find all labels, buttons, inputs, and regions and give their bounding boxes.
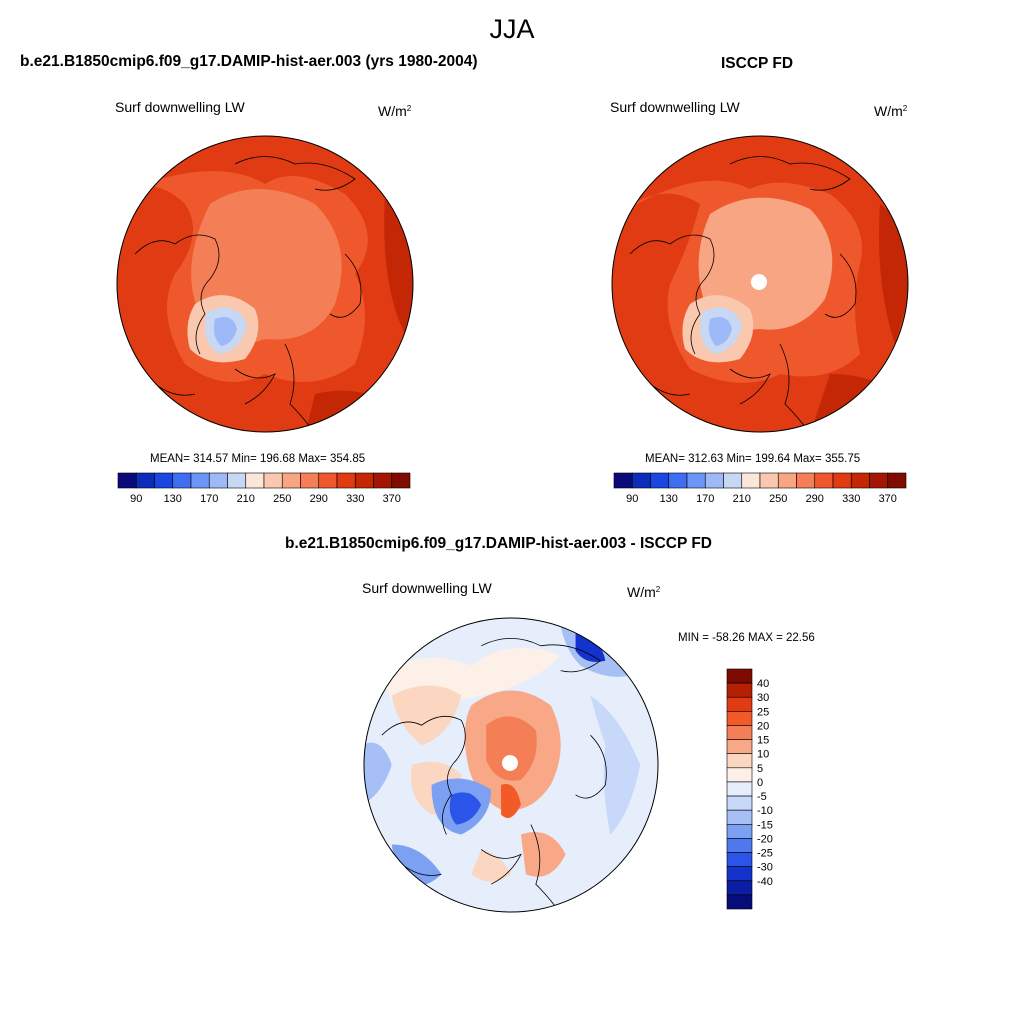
colorbar-box bbox=[723, 472, 743, 489]
colorbar-box bbox=[686, 472, 706, 489]
colorbar-tick-label: 30 bbox=[757, 692, 769, 704]
colorbar-tick-label: 15 bbox=[757, 735, 769, 747]
colorbar-box bbox=[726, 809, 753, 825]
colorbar-box bbox=[154, 472, 174, 489]
difference-polar-map bbox=[363, 617, 659, 913]
colorbar-tick-label: 330 bbox=[346, 493, 364, 505]
colorbar-box bbox=[613, 472, 633, 489]
colorbar-box bbox=[135, 472, 155, 489]
colorbar-box bbox=[869, 472, 889, 489]
colorbar-box bbox=[726, 696, 753, 712]
colorbar-tick-label: -25 bbox=[757, 848, 773, 860]
colorbar-tick-label: 130 bbox=[660, 493, 678, 505]
colorbar-box bbox=[227, 472, 247, 489]
colorbar-tick-label: 170 bbox=[696, 493, 714, 505]
colorbar-tick-label: 330 bbox=[842, 493, 860, 505]
diff-panel-units: W/m2 bbox=[627, 584, 661, 600]
colorbar-box bbox=[190, 472, 210, 489]
colorbar-tick-label: -10 bbox=[757, 805, 773, 817]
colorbar-box bbox=[726, 894, 753, 910]
colorbar-box bbox=[668, 472, 688, 489]
colorbar-box bbox=[726, 753, 753, 769]
colorbar-tick-label: 40 bbox=[757, 678, 769, 690]
panel-1-colorbar: 90 130 170 210 250 290 330 370 bbox=[117, 472, 411, 505]
colorbar-box bbox=[726, 823, 753, 839]
colorbar-tick-label: 25 bbox=[757, 706, 769, 718]
colorbar-tick-label: 0 bbox=[757, 777, 763, 789]
panel-2-title: ISCCP FD bbox=[721, 55, 794, 72]
colorbar-box bbox=[796, 472, 816, 489]
colorbar-tick-label: 90 bbox=[626, 493, 638, 505]
season-title: JJA bbox=[489, 14, 535, 44]
diff-panel-variable: Surf downwelling LW bbox=[362, 580, 492, 596]
colorbar-box bbox=[726, 795, 753, 811]
colorbar-box bbox=[726, 739, 753, 755]
colorbar-tick-label: 370 bbox=[383, 493, 401, 505]
obs-polar-map bbox=[611, 135, 909, 433]
colorbar-box bbox=[726, 725, 753, 740]
colorbar-tick-label: 170 bbox=[200, 493, 218, 505]
colorbar-box bbox=[726, 711, 753, 726]
colorbar-box bbox=[704, 472, 724, 489]
diff-panel-stats: MIN = -58.26 MAX = 22.56 bbox=[678, 632, 815, 644]
colorbar-tick-label: -40 bbox=[757, 876, 773, 888]
colorbar-box bbox=[726, 781, 753, 797]
panel-1-variable: Surf downwelling LW bbox=[115, 99, 245, 115]
colorbar-box bbox=[391, 472, 411, 489]
colorbar-box bbox=[263, 472, 283, 489]
panel-2-colorbar: 90 130 170 210 250 290 330 370 bbox=[613, 472, 907, 505]
colorbar-box bbox=[245, 472, 265, 489]
colorbar-box bbox=[650, 472, 670, 489]
colorbar-box bbox=[172, 472, 192, 489]
colorbar-tick-label: 20 bbox=[757, 720, 769, 732]
colorbar-box bbox=[631, 472, 651, 489]
panel-2-units: W/m2 bbox=[874, 103, 908, 119]
panel-1-stats: MEAN= 314.57 Min= 196.68 Max= 354.85 bbox=[150, 453, 366, 465]
colorbar-tick-label: 210 bbox=[237, 493, 255, 505]
colorbar-tick-label: 290 bbox=[806, 493, 824, 505]
colorbar-tick-label: 130 bbox=[164, 493, 182, 505]
panel-2-stats: MEAN= 312.63 Min= 199.64 Max= 355.75 bbox=[645, 453, 861, 465]
colorbar-box bbox=[814, 472, 834, 489]
colorbar-box bbox=[300, 472, 320, 489]
panel-1-title: b.e21.B1850cmip6.f09_g17.DAMIP-hist-aer.… bbox=[20, 53, 478, 70]
colorbar-box bbox=[281, 472, 301, 489]
colorbar-box bbox=[726, 838, 753, 853]
model-polar-map bbox=[116, 135, 414, 433]
colorbar-box bbox=[726, 767, 753, 783]
colorbar-tick-label: 210 bbox=[733, 493, 751, 505]
colorbar-box bbox=[208, 472, 228, 489]
colorbar-box bbox=[850, 472, 870, 489]
colorbar-box bbox=[887, 472, 907, 489]
difference-colorbar: 40 30 25 20 15 10 5 0 -5 -10 -15 -20 -25 -30 -40 bbox=[726, 668, 773, 910]
colorbar-box bbox=[726, 866, 753, 882]
diff-panel-title: b.e21.B1850cmip6.f09_g17.DAMIP-hist-aer.… bbox=[285, 535, 712, 552]
panel-2-variable: Surf downwelling LW bbox=[610, 99, 740, 115]
colorbar-tick-label: -5 bbox=[757, 791, 767, 803]
colorbar-tick-label: 90 bbox=[130, 493, 142, 505]
panel-1-units: W/m2 bbox=[378, 103, 412, 119]
colorbar-box bbox=[832, 472, 852, 489]
colorbar-box bbox=[741, 472, 761, 489]
colorbar-box bbox=[777, 472, 797, 489]
colorbar-box bbox=[336, 472, 356, 489]
colorbar-tick-label: -30 bbox=[757, 862, 773, 874]
colorbar-box bbox=[354, 472, 374, 489]
colorbar-tick-label: 370 bbox=[879, 493, 897, 505]
colorbar-tick-label: -15 bbox=[757, 819, 773, 831]
colorbar-box bbox=[726, 682, 753, 698]
colorbar-box bbox=[117, 472, 137, 489]
colorbar-tick-label: 250 bbox=[769, 493, 787, 505]
colorbar-tick-label: 250 bbox=[273, 493, 291, 505]
colorbar-tick-label: 290 bbox=[310, 493, 328, 505]
colorbar-tick-label: -20 bbox=[757, 833, 773, 845]
colorbar-box bbox=[726, 880, 753, 896]
colorbar-box bbox=[373, 472, 393, 489]
colorbar-box bbox=[726, 852, 753, 867]
colorbar-tick-label: 10 bbox=[757, 749, 769, 761]
colorbar-box bbox=[759, 472, 779, 489]
colorbar-box bbox=[318, 472, 338, 489]
colorbar-box bbox=[726, 668, 753, 684]
colorbar-tick-label: 5 bbox=[757, 763, 763, 775]
